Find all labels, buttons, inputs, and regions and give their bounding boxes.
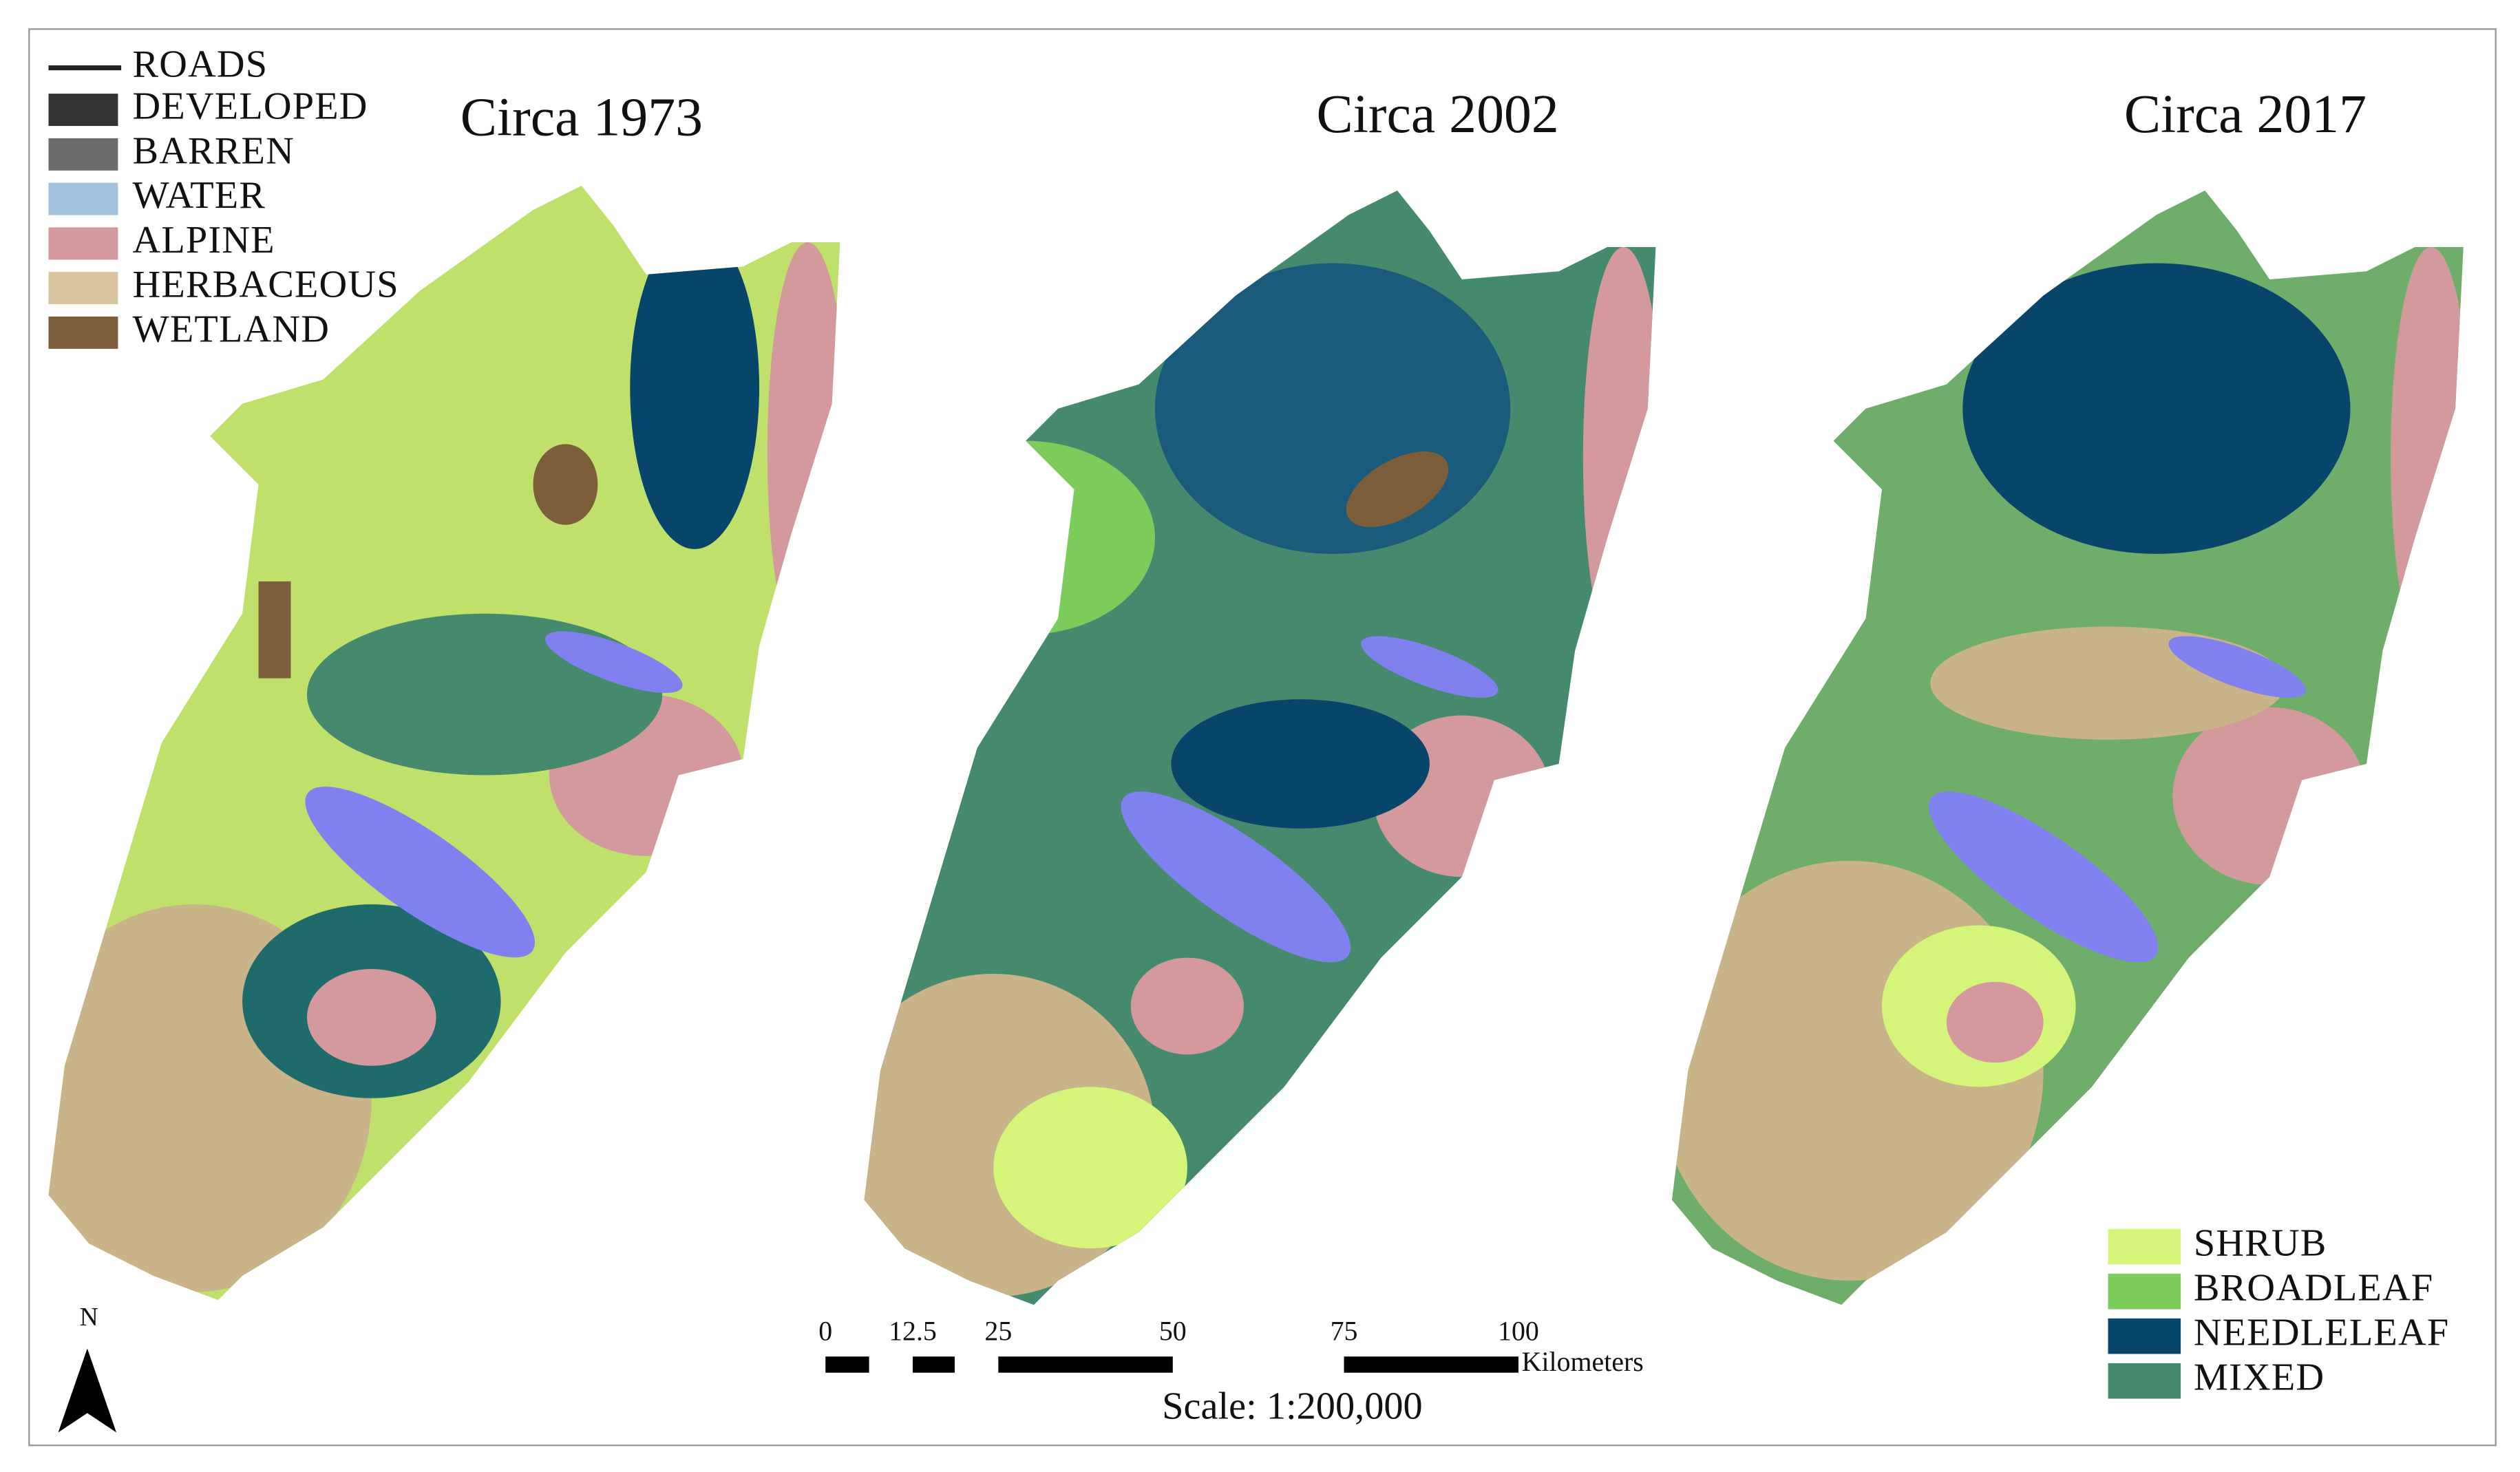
legend-swatch <box>2108 1228 2181 1265</box>
legend-swatch <box>48 94 118 127</box>
legend-swatch <box>48 227 118 260</box>
legend-label: HERBACEOUS <box>133 264 399 306</box>
panel-title: Circa 1973 <box>460 87 703 148</box>
frame <box>28 28 2497 1447</box>
legend-label: BARREN <box>133 129 295 172</box>
scale-tick-label: 0 <box>818 1316 832 1347</box>
legend-swatch <box>48 182 118 215</box>
legend-swatch <box>2108 1273 2181 1310</box>
north-label: N <box>80 1303 98 1332</box>
panel-title: Circa 2017 <box>2124 84 2367 145</box>
legend-swatch <box>48 138 118 171</box>
map-panel <box>1671 190 2464 1305</box>
scale-tick-label: 12.5 <box>889 1316 937 1347</box>
legend-swatch <box>2108 1318 2181 1354</box>
scale-tick-label: 100 <box>1498 1316 1539 1347</box>
legend-label: WATER <box>133 174 266 217</box>
panel-title: Circa 2002 <box>1317 84 1559 145</box>
scale-tick-label: 50 <box>1159 1316 1187 1347</box>
scale-tick-label: 75 <box>1331 1316 1358 1347</box>
scale-bar-segment <box>912 1356 955 1373</box>
legend-label: ROADS <box>133 43 268 85</box>
legend-swatch <box>48 272 118 305</box>
legend-label: SHRUB <box>2194 1222 2327 1265</box>
legend-label: MIXED <box>2194 1356 2325 1399</box>
legend-label: DEVELOPED <box>133 85 368 127</box>
scale-unit: Kilometers <box>1522 1346 1644 1377</box>
map-panel <box>864 190 1656 1305</box>
legend-swatch <box>2108 1363 2181 1399</box>
legend-label: ALPINE <box>133 219 275 262</box>
map-panel <box>48 185 840 1301</box>
legend-label: BROADLEAF <box>2194 1267 2433 1310</box>
scale-bar-segment <box>998 1356 1173 1373</box>
legend-label: NEEDLELEAF <box>2194 1312 2449 1354</box>
legend-swatch <box>48 316 118 349</box>
legend-label: WETLAND <box>133 308 330 350</box>
north-arrow <box>58 1348 117 1433</box>
scale-tick-label: 25 <box>984 1316 1012 1347</box>
scale-bar-segment <box>1344 1356 1518 1373</box>
scale-text: Scale: 1:200,000 <box>1162 1385 1423 1428</box>
scale-bar-segment <box>825 1356 869 1373</box>
